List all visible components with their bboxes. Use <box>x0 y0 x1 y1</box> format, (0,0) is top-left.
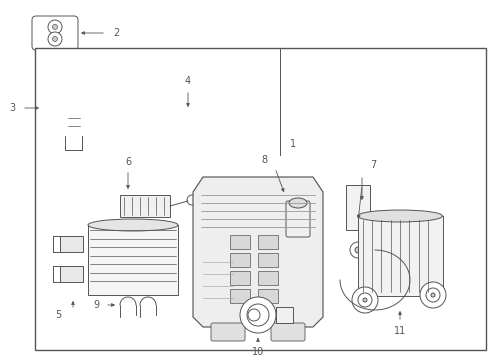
Bar <box>229 271 249 285</box>
Text: 10: 10 <box>251 347 264 357</box>
Bar <box>229 289 249 303</box>
Circle shape <box>430 293 434 297</box>
Bar <box>357 216 442 296</box>
Bar <box>35 48 485 350</box>
Polygon shape <box>170 108 220 142</box>
FancyBboxPatch shape <box>285 201 309 237</box>
Circle shape <box>52 24 58 30</box>
Polygon shape <box>60 236 83 252</box>
Circle shape <box>246 304 268 326</box>
Bar <box>120 195 170 217</box>
Bar <box>88 225 178 295</box>
Circle shape <box>186 195 197 205</box>
Text: 7: 7 <box>369 160 375 170</box>
FancyBboxPatch shape <box>210 323 244 341</box>
Circle shape <box>247 309 260 321</box>
Circle shape <box>349 242 365 258</box>
Ellipse shape <box>88 219 178 231</box>
Circle shape <box>357 293 371 307</box>
Polygon shape <box>60 266 83 282</box>
FancyBboxPatch shape <box>270 323 305 341</box>
Text: 1: 1 <box>289 139 296 149</box>
Bar <box>258 253 278 267</box>
Circle shape <box>419 282 445 308</box>
Polygon shape <box>58 86 90 136</box>
Circle shape <box>240 297 275 333</box>
Bar <box>258 235 278 249</box>
FancyBboxPatch shape <box>32 16 78 50</box>
Bar <box>258 271 278 285</box>
Text: 2: 2 <box>113 28 119 38</box>
Bar <box>229 253 249 267</box>
Polygon shape <box>346 185 385 230</box>
Text: 9: 9 <box>94 300 100 310</box>
Circle shape <box>354 247 360 253</box>
Circle shape <box>351 287 377 313</box>
Text: 4: 4 <box>184 76 191 86</box>
Text: 11: 11 <box>393 326 406 336</box>
Ellipse shape <box>357 210 442 222</box>
Circle shape <box>362 298 366 302</box>
Text: 6: 6 <box>124 157 131 167</box>
Polygon shape <box>193 177 323 327</box>
Circle shape <box>425 288 439 302</box>
Circle shape <box>52 36 58 41</box>
Text: 5: 5 <box>55 310 61 320</box>
Bar <box>185 120 198 130</box>
Circle shape <box>48 20 62 34</box>
Bar <box>258 289 278 303</box>
Ellipse shape <box>288 198 306 208</box>
Bar <box>229 235 249 249</box>
Circle shape <box>48 32 62 46</box>
Polygon shape <box>275 307 292 323</box>
Text: 8: 8 <box>260 155 266 165</box>
Text: 3: 3 <box>9 103 15 113</box>
